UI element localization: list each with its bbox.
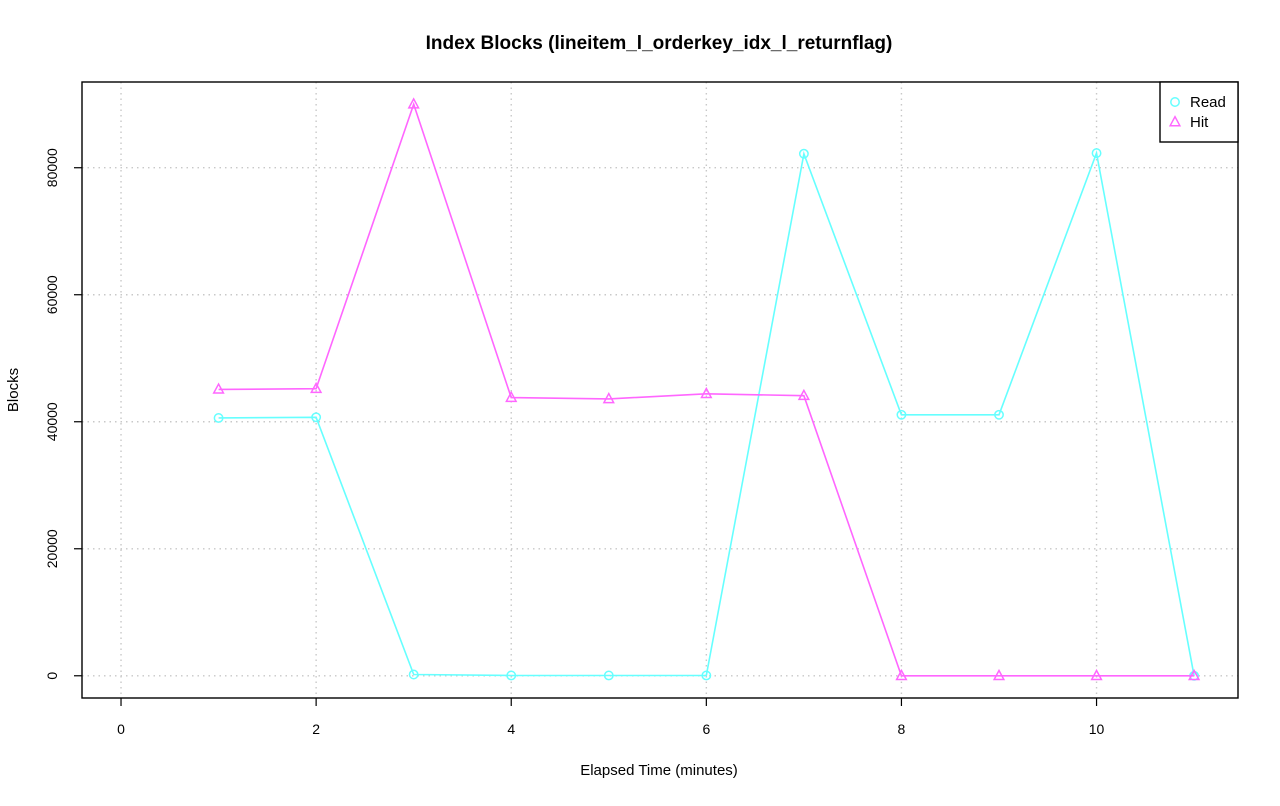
circle-marker (896, 409, 907, 420)
triangle-marker (1187, 668, 1201, 681)
circle-marker (311, 412, 322, 423)
triangle-marker (407, 97, 420, 109)
x-axis-label: Elapsed Time (minutes) (580, 762, 738, 779)
y-tick-label: 40000 (44, 402, 60, 441)
x-tick-label: 8 (898, 721, 906, 737)
axis-layer: 0 2 4 6 8 10 0 20000 40000 60000 80000 (44, 148, 1105, 737)
x-tick-label: 6 (702, 721, 710, 737)
x-tick-label: 4 (507, 721, 515, 737)
x-tick-label: 2 (312, 721, 320, 737)
triangle-marker (1090, 668, 1103, 681)
legend-label: Hit (1190, 114, 1209, 131)
chart-title: Index Blocks (lineitem_l_orderkey_idx_l_… (426, 33, 893, 54)
legend: Read Hit (1159, 81, 1239, 143)
legend-box (1159, 81, 1239, 143)
triangle-marker (505, 390, 518, 403)
y-tick-label: 60000 (44, 275, 60, 314)
circle-marker (1091, 148, 1102, 159)
triangle-marker (310, 381, 323, 394)
triangle-marker (700, 386, 713, 399)
y-tick-label: 80000 (44, 148, 60, 187)
series-layer (212, 97, 1201, 681)
y-tick-label: 20000 (44, 529, 60, 568)
circle-marker (603, 670, 614, 681)
triangle-marker (895, 668, 908, 681)
series-hit (212, 97, 1201, 681)
triangle-marker (1168, 115, 1182, 127)
circle-marker (1170, 97, 1180, 107)
circle-marker (408, 669, 419, 680)
triangle-marker (212, 382, 225, 394)
x-tick-label: 0 (117, 721, 125, 737)
series-line (218, 101, 1195, 677)
series-line (218, 150, 1195, 677)
series-read (213, 148, 1200, 681)
y-axis-label: Blocks (5, 368, 22, 412)
circle-marker (798, 148, 809, 159)
x-tick-label: 10 (1089, 721, 1105, 737)
circle-marker (701, 670, 712, 681)
y-tick-label: 0 (44, 672, 60, 680)
triangle-marker (797, 388, 810, 401)
triangle-marker (602, 391, 615, 404)
grid-layer (82, 82, 1238, 698)
legend-label: Read (1190, 94, 1226, 111)
circle-marker (213, 412, 224, 423)
plot-frame (81, 81, 1239, 699)
circle-marker (994, 409, 1004, 420)
circle-marker (506, 670, 517, 681)
triangle-marker (992, 668, 1006, 681)
